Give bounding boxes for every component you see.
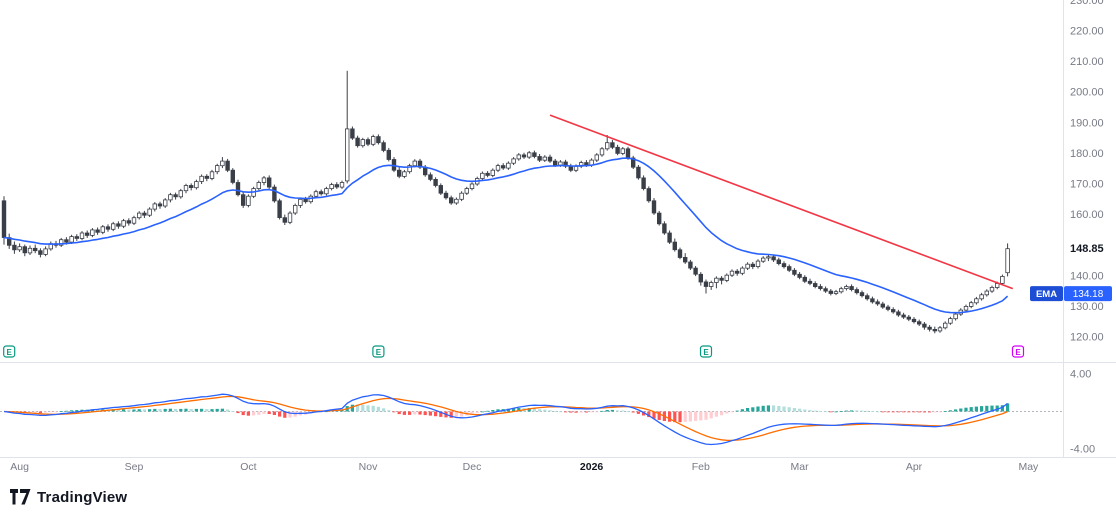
svg-text:190.00: 190.00 <box>1070 117 1104 129</box>
time-axis[interactable]: Aug Sep Oct Nov Dec 2026 Feb Mar Apr May <box>10 461 1039 473</box>
svg-text:E: E <box>376 348 382 357</box>
candles-series[interactable] <box>1 70 1010 334</box>
svg-text:220.00: 220.00 <box>1070 26 1104 38</box>
svg-text:Mar: Mar <box>791 461 810 473</box>
svg-text:210.00: 210.00 <box>1070 56 1104 68</box>
svg-text:134.18: 134.18 <box>1073 289 1104 300</box>
macd-line <box>3 393 1008 446</box>
svg-text:-4.00: -4.00 <box>1070 444 1095 456</box>
price-chart-canvas[interactable]: E E E E 230.00 220.00 210.00 200.00 190.00 180.00… <box>0 0 1116 480</box>
macd-pane[interactable] <box>0 393 1063 446</box>
svg-text:Sep: Sep <box>125 461 144 473</box>
svg-text:Feb: Feb <box>692 461 710 473</box>
svg-text:E: E <box>703 348 709 357</box>
svg-text:Aug: Aug <box>10 461 29 473</box>
last-price-label: 148.85 <box>1070 243 1104 255</box>
svg-text:Apr: Apr <box>906 461 923 473</box>
svg-text:120.00: 120.00 <box>1070 332 1104 344</box>
tradingview-attribution[interactable]: TradingView <box>10 487 127 507</box>
earnings-icon <box>1011 345 1025 358</box>
svg-text:E: E <box>1015 348 1021 357</box>
svg-text:Nov: Nov <box>359 461 378 473</box>
trendline[interactable] <box>549 114 1014 290</box>
svg-text:160.00: 160.00 <box>1070 209 1104 221</box>
svg-text:4.00: 4.00 <box>1070 369 1091 381</box>
svg-text:140.00: 140.00 <box>1070 270 1104 282</box>
svg-text:May: May <box>1018 461 1039 473</box>
pane-borders <box>0 0 1116 458</box>
svg-text:Dec: Dec <box>463 461 482 473</box>
svg-text:230.00: 230.00 <box>1070 0 1104 7</box>
svg-text:E: E <box>7 348 13 357</box>
earnings-icon <box>699 345 713 358</box>
svg-text:EMA: EMA <box>1036 289 1057 300</box>
tradingview-logo-icon <box>10 489 31 505</box>
ema-value-badge: EMA 134.18 <box>1030 286 1112 302</box>
price-axis[interactable]: 230.00 220.00 210.00 200.00 190.00 180.00 170.… <box>1070 0 1104 456</box>
svg-text:200.00: 200.00 <box>1070 87 1104 99</box>
ema-line[interactable] <box>3 157 1009 314</box>
earnings-icon <box>3 345 16 358</box>
svg-text:2026: 2026 <box>580 461 604 473</box>
tradingview-brand-text: TradingView <box>37 488 128 506</box>
svg-text:170.00: 170.00 <box>1070 179 1104 191</box>
earnings-icon <box>372 345 385 358</box>
svg-text:Oct: Oct <box>240 461 256 473</box>
svg-text:180.00: 180.00 <box>1070 148 1104 160</box>
svg-text:130.00: 130.00 <box>1070 301 1104 313</box>
